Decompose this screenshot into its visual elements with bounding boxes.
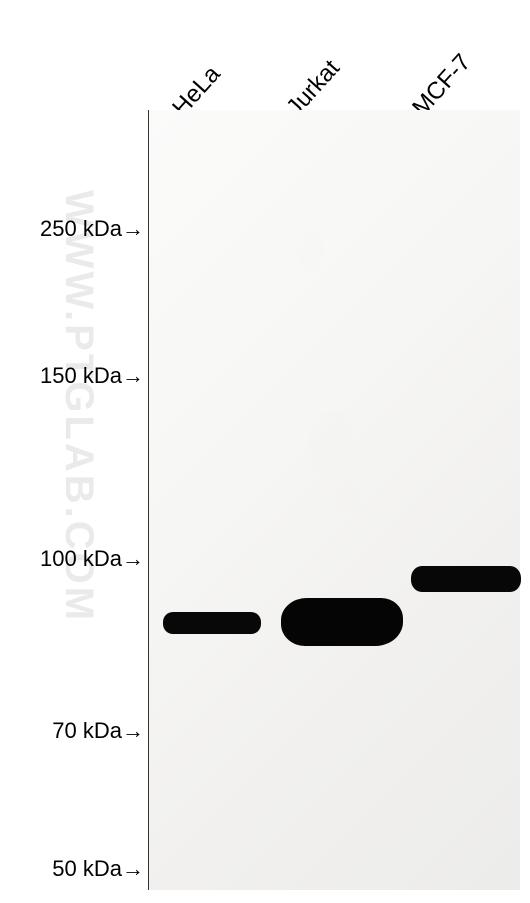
blot-membrane: WWW.PTGLAB.COM	[148, 110, 520, 890]
smudge	[321, 460, 371, 530]
mw-text: 150 kDa	[40, 363, 122, 388]
arrow-icon: →	[122, 718, 144, 744]
arrow-icon: →	[122, 216, 144, 242]
mw-label-250: 250 kDa→	[40, 216, 144, 242]
lane-labels-row: HeLa Jurkat MCF-7	[0, 0, 530, 120]
blot-container: HeLa Jurkat MCF-7 WWW.PTGLAB.COM 250 kDa…	[0, 0, 530, 903]
mw-label-70: 70 kDa→	[52, 718, 144, 744]
band-mcf7	[411, 566, 521, 592]
mw-label-150: 150 kDa→	[40, 363, 144, 389]
arrow-icon: →	[122, 546, 144, 572]
smudge	[291, 220, 331, 280]
arrow-icon: →	[122, 363, 144, 389]
mw-text: 100 kDa	[40, 546, 122, 571]
mw-text: 250 kDa	[40, 216, 122, 241]
mw-text: 50 kDa	[52, 856, 122, 881]
mw-label-50: 50 kDa→	[52, 856, 144, 882]
mw-text: 70 kDa	[52, 718, 122, 743]
band-jurkat	[281, 598, 403, 646]
band-hela	[163, 612, 261, 634]
arrow-icon: →	[122, 856, 144, 882]
mw-label-100: 100 kDa→	[40, 546, 144, 572]
